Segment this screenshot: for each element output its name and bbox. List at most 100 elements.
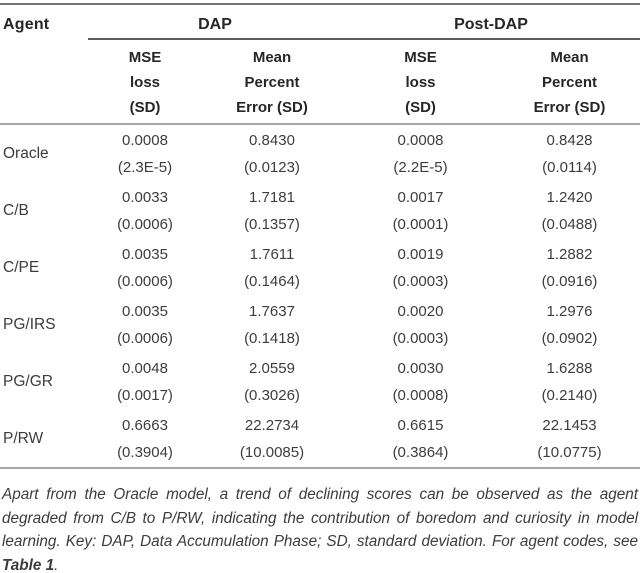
header-bottom-rule [0,123,640,125]
column-header-dap-mean-percent-error: Mean Percent Error (SD) [202,45,342,120]
cell-postdap-mpe: 22.1453 (10.0775) [499,412,640,466]
agent-label: Oracle [3,144,49,162]
cell-dap-mse: 0.0035 (0.0006) [88,298,202,352]
value-sd: (0.0916) [541,272,598,290]
value: 0.0030 [397,359,444,377]
cell-dap-mpe: 1.7181 (0.1357) [202,184,342,238]
value-sd: (0.0488) [541,215,598,233]
value-sd: (10.0775) [537,443,602,461]
subheader-row: MSE loss (SD) Mean Percent Error (SD) MS… [0,40,640,120]
value-sd: (0.1464) [244,272,300,290]
value-sd: (0.2140) [541,386,598,404]
agent-label: P/RW [3,429,44,447]
subheader-line: loss [405,74,436,91]
value: 22.2734 [244,416,300,434]
agent-label: C/B [3,201,29,219]
value: 0.6615 [397,416,444,434]
subheader-spacer [0,45,88,120]
value: 0.0035 [122,245,168,263]
column-header-dap-mse-loss: MSE loss (SD) [88,45,202,120]
caption-table-reference-link[interactable]: Table 1 [2,556,55,573]
agent-label: PG/IRS [3,315,56,333]
value-sd: (0.1418) [244,329,300,347]
cell-postdap-mpe: 1.6288 (0.2140) [499,355,640,409]
value: 1.7611 [249,245,295,263]
value-sd: (0.3864) [392,443,449,461]
group-header-dap: DAP [198,16,232,33]
cell-dap-mse: 0.6663 (0.3904) [88,412,202,466]
cell-dap-mpe: 1.7611 (0.1464) [202,241,342,295]
value-sd: (2.2E-5) [393,158,448,176]
value: 1.2420 [546,188,593,206]
group-header-underline [88,38,640,40]
value: 0.8428 [546,131,593,149]
value-sd: (2.3E-5) [117,158,173,176]
cell-postdap-mpe: 0.8428 (0.0114) [499,127,640,181]
cell-dap-mpe: 22.2734 (10.0085) [202,412,342,466]
value-sd: (0.0008) [392,386,449,404]
caption-text: Apart from the Oracle model, a trend of … [2,486,638,550]
value: 0.0017 [397,188,444,206]
value-sd: (0.0006) [117,215,173,233]
cell-dap-mse: 0.0033 (0.0006) [88,184,202,238]
subheader-line: MSE [404,49,437,66]
cell-postdap-mse: 0.6615 (0.3864) [342,412,499,466]
table-row-prw: P/RW 0.6663 (0.3904) 22.2734 (10.0085) 0… [0,410,640,467]
value: 0.0020 [397,302,444,320]
table-row-cpe: C/PE 0.0035 (0.0006) 1.7611 (0.1464) 0.0… [0,239,640,296]
value: 1.7181 [249,188,295,206]
cell-postdap-mse: 0.0019 (0.0003) [342,241,499,295]
table-body: Oracle 0.0008 (2.3E-5) 0.8430 (0.0123) 0… [0,125,640,467]
value: 0.6663 [122,416,168,434]
table-top-rule [0,3,640,5]
value-sd: (0.0006) [117,272,173,290]
subheader-line: Error (SD) [533,99,606,116]
cell-postdap-mpe: 1.2420 (0.0488) [499,184,640,238]
column-header-postdap-mse-loss: MSE loss (SD) [342,45,499,120]
subheader-line: Percent [244,74,300,91]
subheader-line: loss [129,74,160,91]
value-sd: (0.0003) [392,272,449,290]
group-header-post-dap: Post-DAP [454,16,528,33]
value-sd: (0.0001) [392,215,449,233]
cell-postdap-mse: 0.0017 (0.0001) [342,184,499,238]
subheader-line: MSE [128,49,162,66]
value: 22.1453 [542,416,597,434]
value-sd: (0.3904) [117,443,173,461]
value-sd: (0.0902) [541,329,598,347]
subheader-line: (SD) [405,99,436,116]
table-bottom-rule [0,467,640,469]
results-table-figure: Agent DAP Post-DAP MSE loss (SD) Mean Pe… [0,3,640,573]
value: 1.7637 [249,302,295,320]
table-row-pggr: PG/GR 0.0048 (0.0017) 2.0559 (0.3026) 0.… [0,353,640,410]
value-sd: (0.0003) [392,329,449,347]
value: 0.0019 [397,245,444,263]
value-sd: (0.1357) [244,215,300,233]
value-sd: (0.0114) [542,158,597,176]
cell-dap-mpe: 2.0559 (0.3026) [202,355,342,409]
table-row-pgirs: PG/IRS 0.0035 (0.0006) 1.7637 (0.1418) 0… [0,296,640,353]
value: 0.0008 [122,131,168,149]
cell-postdap-mse: 0.0008 (2.2E-5) [342,127,499,181]
table-header: Agent DAP Post-DAP MSE loss (SD) Mean Pe… [0,5,640,123]
cell-postdap-mpe: 1.2976 (0.0902) [499,298,640,352]
caption-period: . [54,556,59,573]
cell-postdap-mpe: 1.2882 (0.0916) [499,241,640,295]
value: 1.6288 [546,359,593,377]
column-header-postdap-mean-percent-error: Mean Percent Error (SD) [499,45,640,120]
cell-dap-mse: 0.0035 (0.0006) [88,241,202,295]
value: 0.0033 [122,188,168,206]
cell-dap-mpe: 1.7637 (0.1418) [202,298,342,352]
value: 1.2976 [546,302,593,320]
value: 0.0048 [122,359,168,377]
agent-label: PG/GR [3,372,53,390]
value: 2.0559 [249,359,295,377]
value-sd: (0.0006) [117,329,173,347]
subheader-line: Mean [252,49,292,66]
value-sd: (0.0123) [244,158,300,176]
subheader-line: (SD) [129,99,161,116]
value-sd: (0.3026) [244,386,300,404]
column-header-agent: Agent [3,16,50,33]
cell-dap-mpe: 0.8430 (0.0123) [202,127,342,181]
value-sd: (0.0017) [117,386,173,404]
